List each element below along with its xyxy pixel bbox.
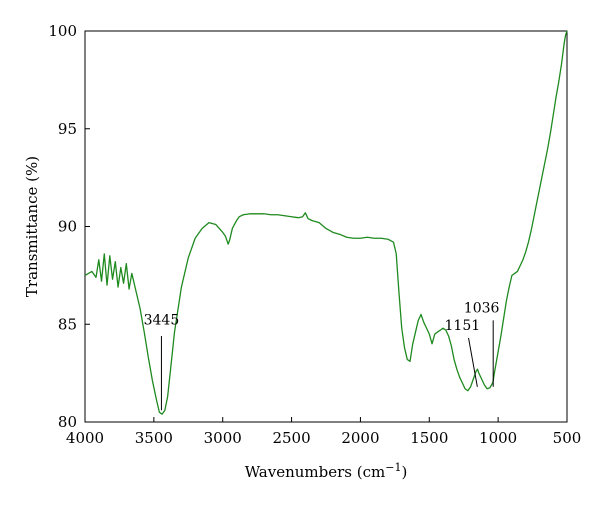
x-tick-label: 1000 — [479, 429, 517, 447]
y-tick-label: 100 — [48, 22, 77, 40]
y-tick-label: 85 — [58, 315, 77, 333]
y-axis-ticks: 80 85 90 95 100 — [48, 22, 90, 431]
x-tick-label: 2000 — [341, 429, 379, 447]
x-axis-title: Wavenumbers (cm−1) — [245, 461, 408, 481]
x-tick-label: 2500 — [272, 429, 310, 447]
peak-leader-line-1151 — [468, 337, 478, 387]
x-tick-label: 500 — [553, 429, 582, 447]
plot-frame — [84, 30, 568, 423]
x-tick-label: 3000 — [204, 429, 242, 447]
x-tick-label: 4000 — [66, 429, 104, 447]
y-axis-title: Transmittance (%) — [23, 156, 41, 297]
x-axis-title-close: ) — [401, 463, 407, 481]
x-tick-label: 1500 — [410, 429, 448, 447]
y-tick-label: 80 — [58, 413, 77, 431]
plot-area — [84, 30, 568, 423]
peak-label-1151: 1151 — [445, 318, 481, 334]
y-tick-label: 90 — [58, 218, 77, 236]
x-axis-title-main: Wavenumbers (cm — [245, 463, 386, 481]
peak-label-3445: 3445 — [144, 312, 180, 328]
x-tick-label: 3500 — [135, 429, 173, 447]
spectrum-line-0 — [84, 30, 568, 415]
peak-label-1036: 1036 — [464, 301, 500, 317]
x-axis-title-sup: −1 — [385, 461, 401, 474]
x-axis-ticks: 4000 3500 3000 2500 2000 1500 1000 500 — [66, 417, 581, 447]
y-tick-label: 95 — [58, 120, 77, 138]
